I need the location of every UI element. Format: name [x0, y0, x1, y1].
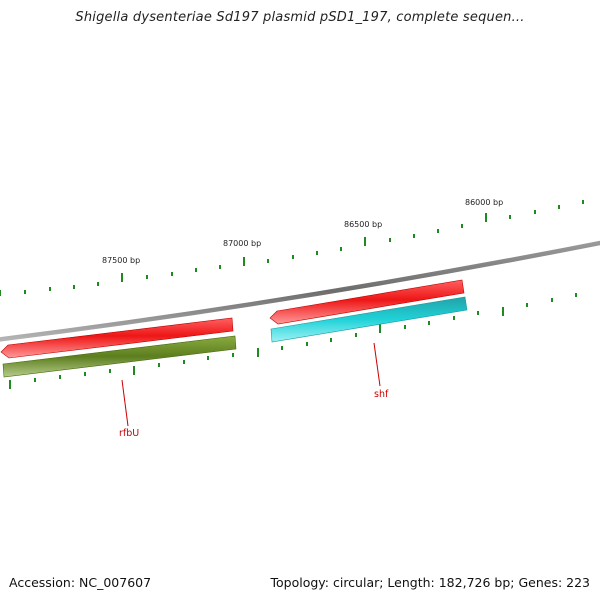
- rfbu-leader-line: [121, 379, 129, 427]
- tick-label: 87500 bp: [102, 256, 140, 265]
- cds-shf[interactable]: [269, 279, 465, 325]
- summary-text: Topology: circular; Length: 182,726 bp; …: [270, 575, 591, 590]
- accession-text: Accession: NC_007607: [9, 575, 152, 590]
- cds-rfbu-gene[interactable]: [2, 335, 237, 378]
- outer-scale-ticks: [0, 200, 584, 296]
- cds-shf-gene[interactable]: [270, 296, 468, 343]
- plasmid-backbone: [0, 240, 600, 342]
- shf-leader-line: [373, 342, 381, 387]
- gene-label-rfbu[interactable]: rfbU: [119, 428, 139, 439]
- inner-scale-ticks: [9, 293, 577, 389]
- gene-label-shf[interactable]: shf: [374, 389, 389, 400]
- cds-rfbu[interactable]: [0, 317, 234, 359]
- tick-label: 86000 bp: [465, 198, 503, 207]
- tick-label: 86500 bp: [344, 220, 382, 229]
- map-title: Shigella dysenteriae Sd197 plasmid pSD1_…: [75, 10, 525, 25]
- tick-label: 87000 bp: [223, 239, 261, 248]
